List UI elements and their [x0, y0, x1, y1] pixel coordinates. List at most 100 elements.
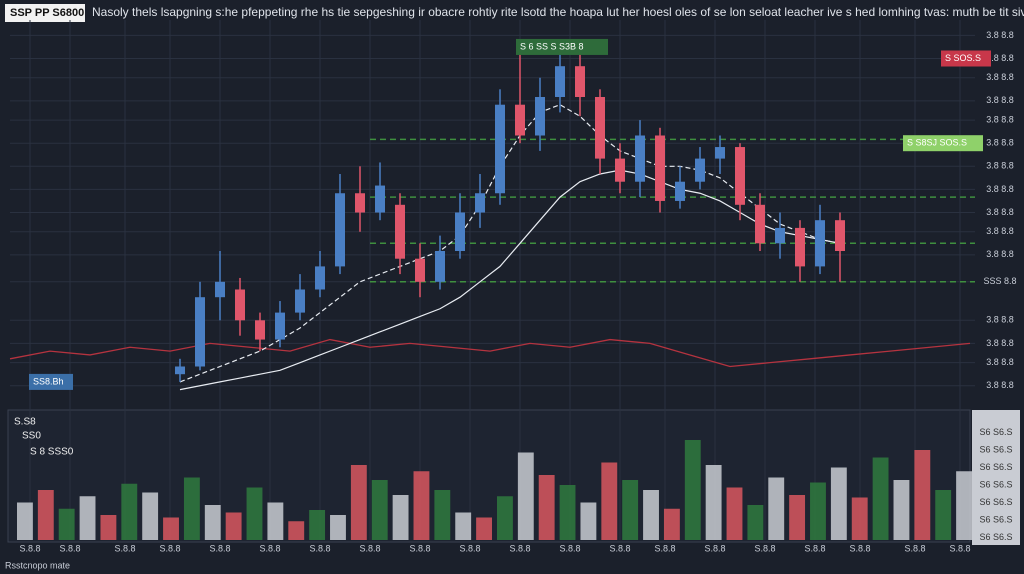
volume-tick-label: S6 S6.S: [979, 532, 1012, 542]
volume-label: S.S8: [14, 417, 36, 428]
y-tick-label: 3.8 8.8: [986, 30, 1014, 40]
chart-title: SSP PP S6800: [10, 7, 84, 19]
annotation-box: [29, 373, 73, 390]
candle-body: [595, 97, 605, 159]
volume-bar: [392, 495, 409, 540]
volume-bar: [851, 497, 868, 540]
x-tick-label: S.8.8: [59, 543, 80, 553]
candle-body: [315, 266, 325, 290]
candle-body: [575, 66, 585, 97]
x-tick-label: S.8.8: [359, 543, 380, 553]
annotation: S 6 SS S S3B 8: [520, 41, 584, 51]
volume-bar: [455, 512, 472, 540]
volume-bar: [622, 480, 639, 540]
candle-body: [375, 185, 385, 213]
x-tick-label: S.8.8: [459, 543, 480, 553]
annotation-box: [516, 38, 608, 55]
candle-body: [615, 158, 625, 182]
y-tick-label: 3.8 8.8: [986, 226, 1014, 236]
ma-line: [179, 169, 841, 391]
x-tick-label: S.8.8: [904, 543, 925, 553]
y-tick-label: 3.8 8.8: [986, 161, 1014, 171]
volume-bar: [225, 512, 242, 540]
volume-bar: [705, 465, 722, 540]
volume-bar: [726, 487, 743, 540]
y-tick-label: 3.8 8.8: [986, 207, 1014, 217]
volume-bar: [559, 485, 576, 540]
volume-label: S 8 SSS0: [30, 447, 74, 458]
volume-bar: [246, 487, 263, 540]
title-box: [5, 4, 85, 22]
x-tick-label: S.8.8: [754, 543, 775, 553]
x-tick-label: S.8.8: [704, 543, 725, 553]
volume-bar: [79, 496, 96, 540]
candle-body: [395, 204, 405, 259]
volume-axis-bg: [972, 410, 1020, 545]
volume-bar: [142, 492, 159, 540]
volume-bar: [183, 477, 200, 540]
volume-bar: [935, 490, 952, 540]
y-tick-label: 3.8 8.8: [986, 95, 1014, 105]
candle-body: [435, 251, 445, 282]
candle-body: [495, 104, 505, 194]
volume-bar: [810, 482, 826, 540]
candle-body: [195, 297, 205, 367]
chart-subtitle: Nasoly thels lsapgning s:he pfeppeting r…: [92, 5, 1024, 19]
volume-bar: [434, 490, 451, 540]
x-tick-label: S.8.8: [609, 543, 630, 553]
volume-bar: [267, 502, 284, 540]
volume-bar: [663, 508, 680, 540]
ma-line: [179, 104, 841, 383]
volume-bar: [371, 480, 388, 540]
volume-bar: [476, 517, 492, 540]
annotation-box: [903, 135, 983, 152]
volume-tick-label: S6 S6.S: [979, 497, 1012, 507]
x-tick-label: S.8.8: [209, 543, 230, 553]
volume-bar: [413, 471, 430, 540]
x-tick-label: S.8.8: [309, 543, 330, 553]
volume-bar: [288, 521, 305, 540]
volume-bar: [580, 502, 597, 540]
annotation: S S8SJ SOS.S: [907, 138, 967, 148]
y-tick-label: 3.8 8.8: [986, 184, 1014, 194]
candle-body: [175, 366, 185, 375]
volume-tick-label: S6 S6.S: [979, 514, 1012, 524]
x-tick-label: S.8.8: [509, 543, 530, 553]
volume-bar: [330, 515, 346, 540]
candle-body: [475, 193, 485, 213]
volume-tick-label: S6 S6.S: [979, 427, 1012, 437]
candle-body: [515, 104, 525, 136]
candle-body: [655, 135, 665, 201]
annotation: S SOS.S: [945, 53, 981, 63]
volume-bar: [517, 452, 534, 540]
volume-bar: [956, 471, 972, 540]
x-tick-label: S.8.8: [259, 543, 280, 553]
candle-body: [555, 66, 565, 97]
x-tick-label: S.8.8: [654, 543, 675, 553]
candle-body: [235, 289, 245, 321]
candle-body: [775, 227, 785, 244]
candle-body: [355, 193, 365, 213]
candle-body: [735, 147, 745, 205]
volume-bar: [747, 505, 764, 540]
x-tick-label: S.8.8: [804, 543, 825, 553]
candle-body: [535, 97, 545, 136]
x-tick-label: S.8.8: [849, 543, 870, 553]
candle-body: [715, 147, 725, 159]
volume-bar: [789, 495, 806, 540]
volume-bar: [163, 517, 179, 540]
volume-bar: [497, 496, 513, 540]
x-tick-label: S.8.8: [949, 543, 970, 553]
candle-body: [815, 220, 825, 267]
y-tick-label: 3.8 8.8: [986, 138, 1014, 148]
candle-body: [695, 158, 705, 182]
volume-tick-label: S6 S6.S: [979, 444, 1012, 454]
candle-body: [795, 227, 805, 267]
candle-body: [215, 281, 225, 298]
volume-bar: [601, 462, 618, 540]
annotation-box: [941, 50, 991, 67]
x-tick-label: S.8.8: [19, 543, 40, 553]
x-tick-label: S.8.8: [114, 543, 135, 553]
volume-bar: [643, 490, 659, 540]
